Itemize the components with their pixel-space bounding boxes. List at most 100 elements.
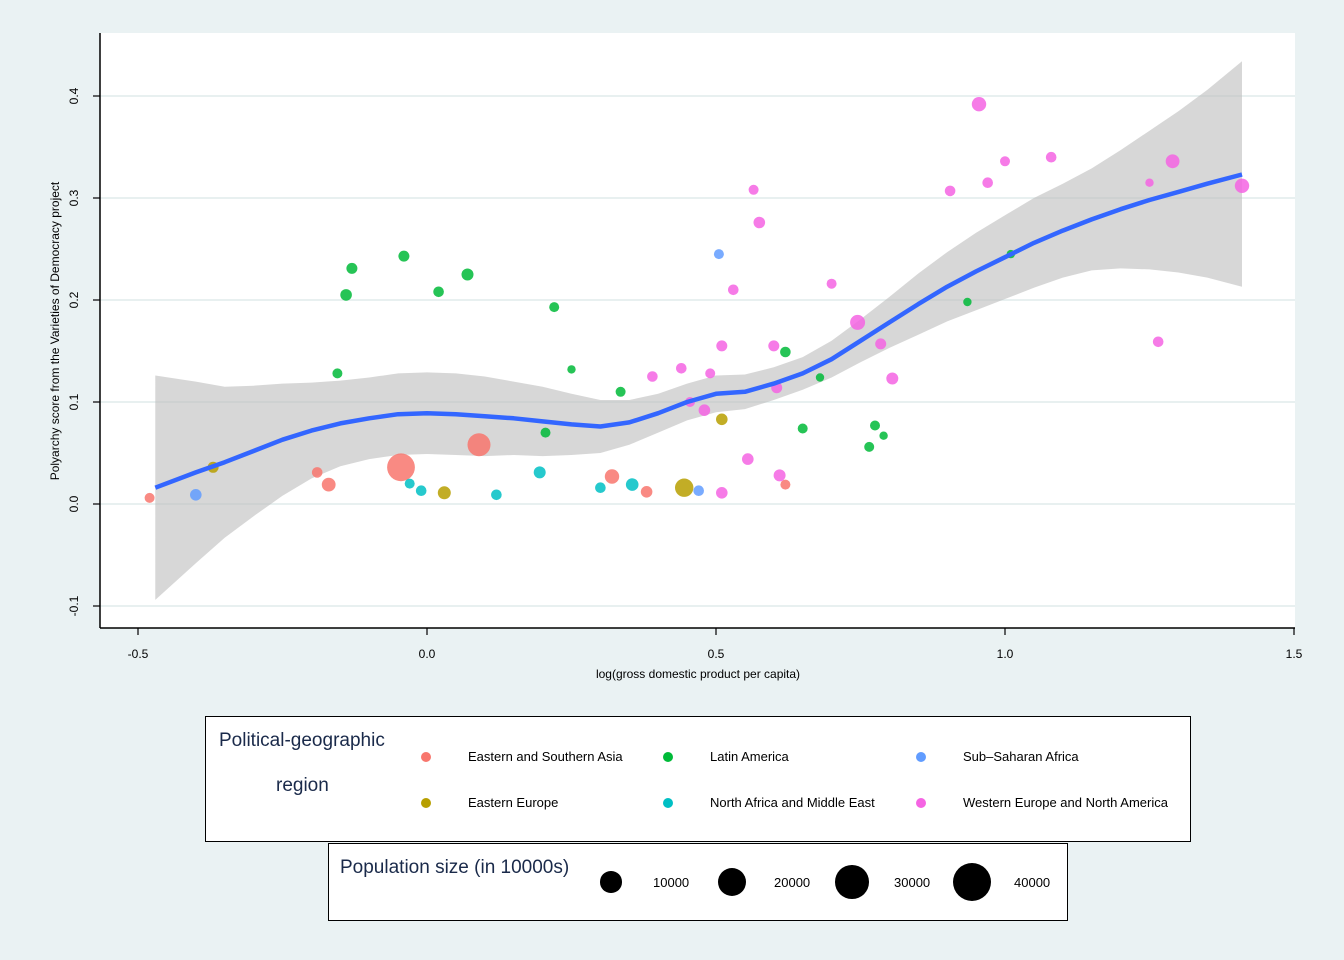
point-western-europe-and-north-america	[1165, 154, 1180, 169]
point-sub-saharan-africa	[713, 249, 724, 260]
point-latin-america	[567, 365, 576, 374]
point-latin-america	[346, 262, 358, 274]
point-western-europe-and-north-america	[944, 185, 956, 197]
point-eastern-europe	[716, 413, 728, 426]
point-western-europe-and-north-america	[753, 216, 766, 229]
region-legend-title-line2: region	[276, 775, 329, 796]
point-eastern-and-southern-asia	[311, 467, 323, 478]
size-legend-label: 10000	[653, 875, 690, 890]
point-north-africa-and-middle-east	[415, 485, 427, 497]
point-western-europe-and-north-america	[1045, 151, 1057, 163]
size-legend: Population size (in 10000s) 10000 20000 30…	[328, 843, 1068, 921]
point-eastern-and-southern-asia	[467, 433, 491, 457]
point-latin-america	[461, 268, 474, 281]
legend-label: Eastern and Southern Asia	[468, 749, 623, 764]
legend-dot-latin-america	[663, 752, 673, 762]
size-legend-label: 20000	[774, 875, 811, 890]
point-western-europe-and-north-america	[647, 371, 658, 382]
point-latin-america	[549, 302, 560, 313]
point-western-europe-and-north-america	[773, 469, 786, 482]
size-legend-dot	[600, 871, 622, 893]
point-north-africa-and-middle-east	[533, 466, 546, 479]
point-western-europe-and-north-america	[850, 314, 866, 330]
point-latin-america	[540, 427, 551, 438]
y-tick-label: 0.0	[67, 495, 81, 512]
legend-dot-eastern-and-southern-asia	[421, 752, 431, 762]
point-western-europe-and-north-america	[742, 453, 754, 465]
point-western-europe-and-north-america	[748, 184, 759, 195]
point-western-europe-and-north-america	[982, 177, 993, 188]
point-western-europe-and-north-america	[826, 278, 837, 289]
point-latin-america	[879, 431, 888, 440]
point-latin-america	[340, 289, 352, 301]
size-legend-dot	[717, 867, 747, 897]
point-western-europe-and-north-america	[698, 404, 711, 417]
point-sub-saharan-africa	[693, 485, 704, 497]
x-axis-label: log(gross domestic product per capita)	[596, 667, 800, 681]
point-north-africa-and-middle-east	[491, 489, 502, 501]
point-eastern-and-southern-asia	[144, 492, 155, 503]
point-western-europe-and-north-america	[1000, 156, 1010, 167]
point-western-europe-and-north-america	[705, 368, 716, 379]
x-tick-label: -0.5	[128, 647, 149, 661]
scatter-chart: -0.1 0.0 0.1 0.2 0.3 0.4 -0.5 0.0 0.5 1.0 1.5 log(…	[48, 33, 1303, 681]
y-tick-label: 0.3	[67, 189, 81, 206]
x-tick-label: 1.0	[997, 647, 1014, 661]
y-tick-label: 0.2	[67, 291, 81, 308]
legend-dot-western-europe-and-north-america	[916, 798, 926, 808]
legend-dot-sub-saharan-africa	[916, 752, 926, 762]
point-eastern-europe	[675, 478, 694, 497]
point-western-europe-and-north-america	[971, 97, 987, 112]
point-eastern-and-southern-asia	[780, 479, 791, 490]
point-western-europe-and-north-america	[768, 340, 780, 352]
legend-label: Eastern Europe	[468, 795, 559, 810]
x-tick-label: 0.0	[419, 647, 436, 661]
legend-label: Latin America	[710, 749, 789, 764]
point-latin-america	[815, 373, 825, 382]
loess-fit-line	[154, 172, 1243, 490]
y-tick-label: 0.4	[67, 87, 81, 104]
size-legend-dot	[952, 862, 992, 902]
region-legend-title-line1: Political-geographic	[219, 730, 385, 751]
y-tick-label: 0.1	[67, 393, 81, 410]
point-latin-america	[864, 441, 875, 452]
point-sub-saharan-africa	[190, 489, 202, 501]
point-western-europe-and-north-america	[886, 372, 899, 385]
point-western-europe-and-north-america	[676, 363, 687, 374]
point-latin-america	[398, 250, 410, 262]
size-legend-dot	[835, 865, 869, 899]
point-western-europe-and-north-america	[875, 338, 887, 350]
x-tick-label: 0.5	[708, 647, 725, 661]
axes: -0.1 0.0 0.1 0.2 0.3 0.4 -0.5 0.0 0.5 1.0 1.5	[67, 33, 1303, 661]
region-legend: Political-geographic region Eastern and …	[205, 716, 1191, 842]
point-western-europe-and-north-america	[728, 284, 739, 296]
point-latin-america	[870, 420, 880, 431]
x-tick-label: 1.5	[1286, 647, 1303, 661]
point-north-africa-and-middle-east	[595, 482, 606, 494]
legend-label: Western Europe and North America	[963, 795, 1168, 810]
legend-dot-north-africa-and-middle-east	[663, 798, 673, 808]
size-legend-label: 40000	[1014, 875, 1051, 890]
point-western-europe-and-north-america	[1152, 336, 1164, 348]
point-western-europe-and-north-america	[1234, 178, 1250, 193]
plot-panel	[100, 33, 1295, 628]
point-western-europe-and-north-america	[1145, 178, 1154, 187]
point-latin-america	[797, 423, 808, 434]
legend-label: Sub–Saharan Africa	[963, 749, 1079, 764]
point-eastern-and-southern-asia	[387, 453, 415, 482]
point-latin-america	[433, 286, 444, 298]
point-latin-america	[332, 368, 343, 379]
y-tick-label: -0.1	[67, 595, 81, 616]
legend-label: North Africa and Middle East	[710, 795, 875, 810]
size-legend-title: Population size (in 10000s)	[340, 857, 570, 878]
y-axis-label: Polyarchy score from the Varieties of De…	[48, 181, 62, 480]
point-latin-america	[963, 297, 972, 307]
legend-dot-eastern-europe	[421, 798, 431, 808]
point-latin-america	[780, 346, 791, 358]
point-western-europe-and-north-america	[716, 487, 728, 499]
point-eastern-europe	[437, 486, 451, 500]
point-north-africa-and-middle-east	[404, 478, 415, 489]
point-eastern-and-southern-asia	[604, 469, 620, 484]
size-legend-label: 30000	[894, 875, 931, 890]
point-eastern-and-southern-asia	[640, 486, 653, 498]
